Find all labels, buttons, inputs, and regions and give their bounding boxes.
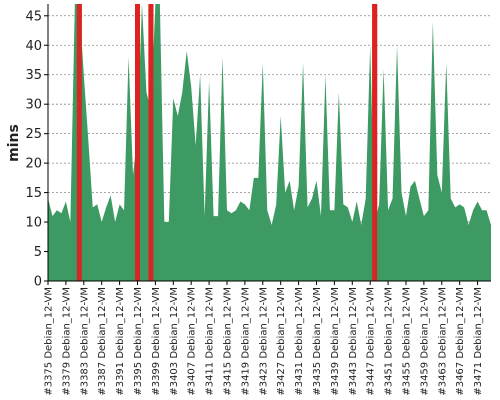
x-tick-label-10: #3415 Debian_12-VM: [222, 287, 233, 396]
y-axis-label: mins: [6, 124, 22, 162]
x-tick-label-2: #3383 Debian_12-VM: [79, 287, 90, 396]
x-tick-label-3: #3387 Debian_12-VM: [97, 287, 108, 396]
y-tick-labels: 0 5 10 15 20 25 30 35 40 45: [25, 9, 48, 290]
x-tick-label-6: #3399 Debian_12-VM: [151, 287, 162, 396]
x-tick-label-0: #3375 Debian_12-VM: [44, 287, 55, 396]
failure-bar-front-3398: [148, 4, 154, 281]
failure-bar-front-3382: [76, 4, 82, 281]
failure-bar-front-3395: [134, 4, 140, 281]
y-tick-label-5: 5: [34, 245, 42, 260]
x-tick-label-16: #3439 Debian_12-VM: [330, 287, 341, 396]
x-tick-label-11: #3419 Debian_12-VM: [240, 287, 251, 396]
x-tick-label-17: #3443 Debian_12-VM: [348, 287, 359, 396]
y-tick-label-15: 15: [25, 186, 42, 201]
x-tick-label-13: #3427 Debian_12-VM: [276, 287, 287, 396]
duration-area: [48, 4, 491, 281]
y-tick-label-20: 20: [25, 157, 42, 172]
y-tick-label-0: 0: [34, 275, 42, 290]
x-tick-label-12: #3423 Debian_12-VM: [258, 287, 269, 396]
x-tick-label-4: #3391 Debian_12-VM: [115, 287, 126, 396]
x-tick-label-7: #3403 Debian_12-VM: [169, 287, 180, 396]
x-tick-label-14: #3431 Debian_12-VM: [294, 287, 305, 396]
y-tick-label-30: 30: [25, 98, 42, 113]
x-tick-label-8: #3407 Debian_12-VM: [187, 287, 198, 396]
failure-bar-front-3448: [372, 4, 378, 281]
axes: [47, 4, 491, 282]
x-tick-label-23: #3467 Debian_12-VM: [455, 287, 466, 396]
y-tick-label-35: 35: [25, 68, 42, 83]
x-tick-label-20: #3455 Debian_12-VM: [401, 287, 412, 396]
x-tick-label-19: #3451 Debian_12-VM: [384, 287, 395, 396]
y-tick-label-40: 40: [25, 39, 42, 54]
x-tick-label-22: #3463 Debian_12-VM: [437, 287, 448, 396]
y-tick-label-25: 25: [25, 127, 42, 142]
x-tick-label-9: #3411 Debian_12-VM: [205, 287, 216, 396]
x-tick-labels: #3375 Debian_12-VM #3379 Debian_12-VM #338…: [44, 281, 484, 396]
x-tick-label-1: #3379 Debian_12-VM: [61, 287, 72, 396]
x-tick-label-5: #3395 Debian_12-VM: [133, 287, 144, 396]
y-tick-label-45: 45: [25, 9, 42, 24]
x-tick-label-18: #3447 Debian_12-VM: [366, 287, 377, 396]
y-tick-label-10: 10: [25, 216, 42, 231]
x-tick-label-21: #3459 Debian_12-VM: [419, 287, 430, 396]
x-tick-label-24: #3471 Debian_12-VM: [473, 287, 484, 396]
x-tick-label-15: #3435 Debian_12-VM: [312, 287, 323, 396]
